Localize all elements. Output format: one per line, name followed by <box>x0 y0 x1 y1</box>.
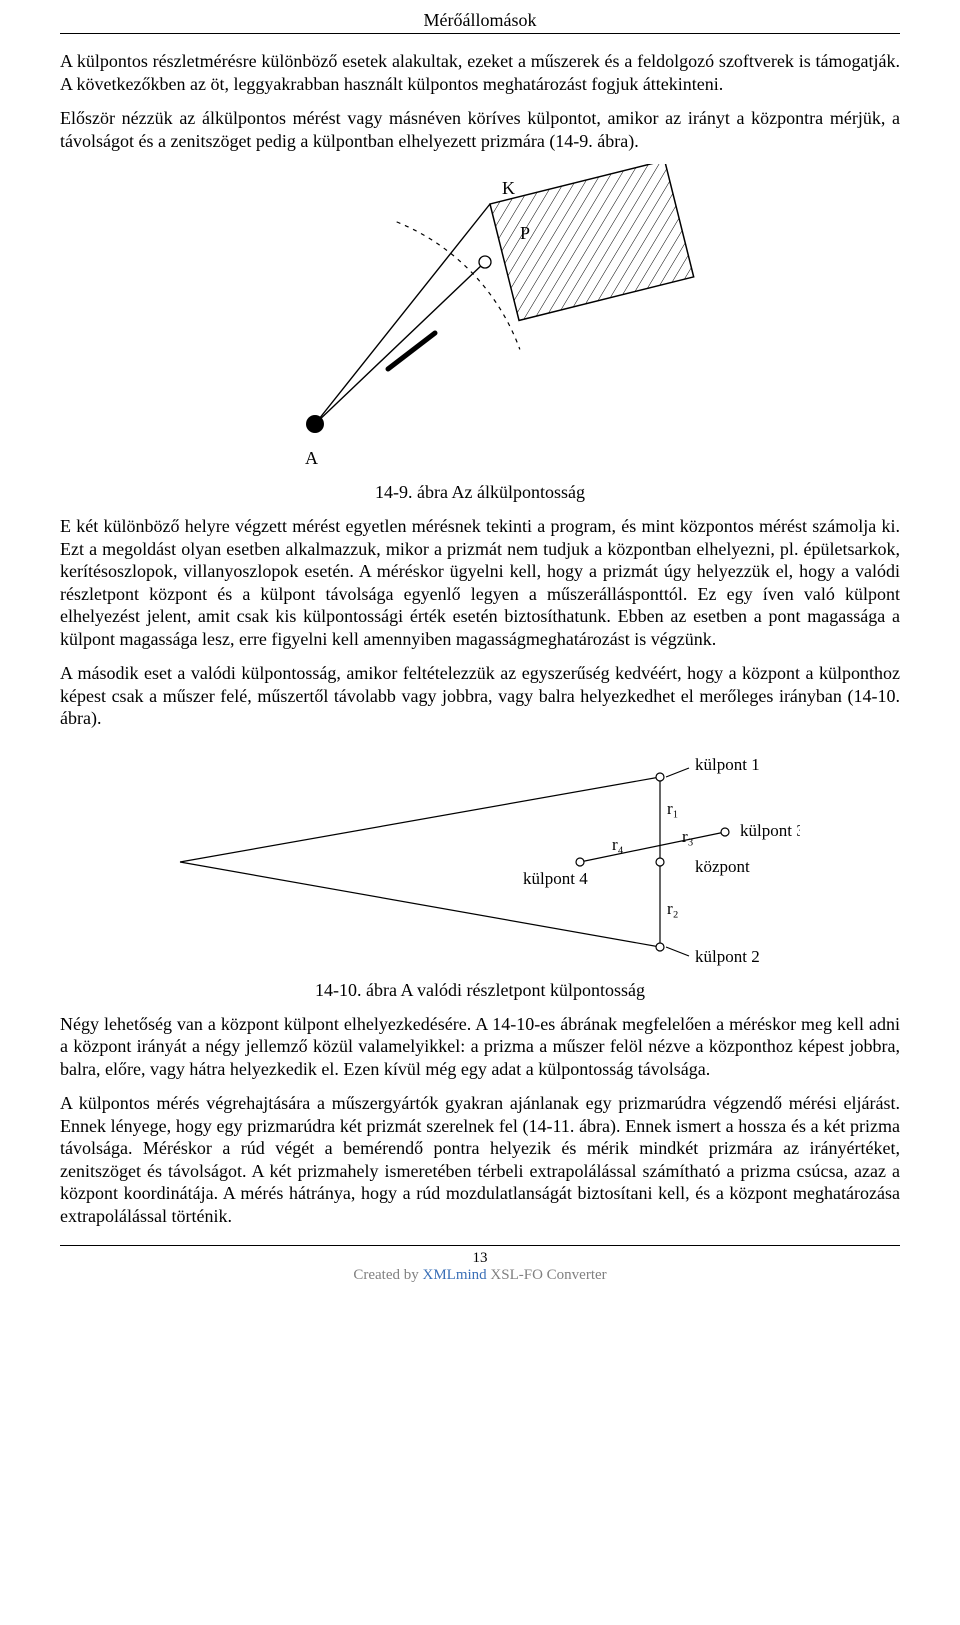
page-number: 13 <box>60 1250 900 1267</box>
svg-text:P: P <box>520 223 530 243</box>
svg-text:r₄: r₄ <box>612 835 624 854</box>
page-footer: 13 Created by XMLmind XSL-FO Converter <box>60 1250 900 1284</box>
figure-14-10-svg: külpont 1 külpont 2 külpont 3 külpont 4 közp… <box>160 742 800 972</box>
page: Mérőállomások A külpontos részletmérésre… <box>0 0 960 1625</box>
paragraph-2: Először nézzük az álkülpontos mérést vag… <box>60 107 900 152</box>
paragraph-3: E két különböző helyre végzett mérést eg… <box>60 515 900 650</box>
paragraph-6: A külpontos mérés végrehajtására a műsze… <box>60 1092 900 1227</box>
figure-14-9-caption: 14-9. ábra Az álkülpontosság <box>60 482 900 503</box>
svg-text:K: K <box>502 178 515 198</box>
paragraph-5: Négy lehetőség van a központ külpont elh… <box>60 1013 900 1081</box>
page-header-title: Mérőállomások <box>60 0 900 33</box>
svg-text:külpont 1: külpont 1 <box>695 755 760 774</box>
footer-rule <box>60 1245 900 1246</box>
svg-text:külpont 4: külpont 4 <box>523 869 588 888</box>
svg-text:külpont 3: külpont 3 <box>740 821 800 840</box>
svg-text:A: A <box>305 448 318 468</box>
svg-text:külpont 2: külpont 2 <box>695 947 760 966</box>
paragraph-1: A külpontos részletmérésre különböző ese… <box>60 50 900 95</box>
figure-14-9-svg: K P A <box>260 164 700 474</box>
svg-text:r₁: r₁ <box>667 799 679 818</box>
figure-14-9: K P A <box>60 164 900 474</box>
paragraph-4: A második eset a valódi külpontosság, am… <box>60 662 900 730</box>
figure-14-10: külpont 1 külpont 2 külpont 3 külpont 4 közp… <box>60 742 900 972</box>
figure-14-10-caption: 14-10. ábra A valódi részletpont külpont… <box>60 980 900 1001</box>
svg-text:r₃: r₃ <box>682 827 694 846</box>
converter-suffix: XSL-FO Converter <box>487 1267 607 1283</box>
svg-text:r₂: r₂ <box>667 899 679 918</box>
svg-text:központ: központ <box>695 857 750 876</box>
converter-brand: XMLmind <box>422 1267 486 1283</box>
converter-credit: Created by XMLmind XSL-FO Converter <box>60 1267 900 1284</box>
header-rule <box>60 33 900 34</box>
converter-prefix: Created by <box>353 1267 422 1283</box>
